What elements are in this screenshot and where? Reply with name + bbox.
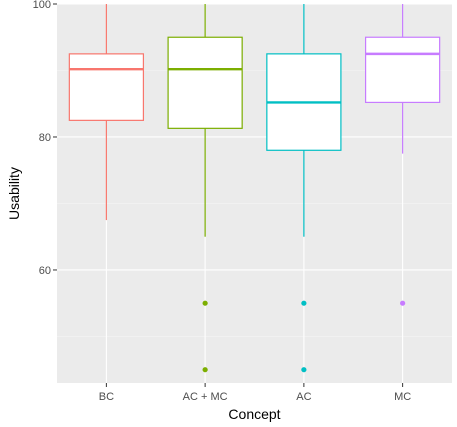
x-tick-label: AC + MC [183,391,228,403]
box-body [364,36,441,104]
outlier-point [301,367,307,373]
outlier-point [202,300,208,306]
y-axis-title: Usability [6,167,22,220]
x-tick-label: MC [394,391,411,403]
y-tick-label: 80 [39,132,51,144]
box-body [167,36,243,129]
box-ac [266,4,342,373]
outlier-point [400,300,406,306]
y-tick-label: 60 [39,265,51,277]
outlier-point [202,367,208,373]
box-mc [364,4,441,306]
outlier-point [301,300,307,306]
box-bc [68,4,145,221]
y-axis: 60 80 100 [33,0,57,277]
box-body [68,53,145,121]
x-axis-title: Concept [228,406,280,422]
box-ac-mc [167,4,243,373]
y-tick-label: 100 [33,0,51,11]
x-axis: BC AC + MC AC MC [99,383,411,403]
x-tick-label: AC [296,391,311,403]
x-tick-label: BC [99,391,114,403]
boxes [68,4,441,373]
